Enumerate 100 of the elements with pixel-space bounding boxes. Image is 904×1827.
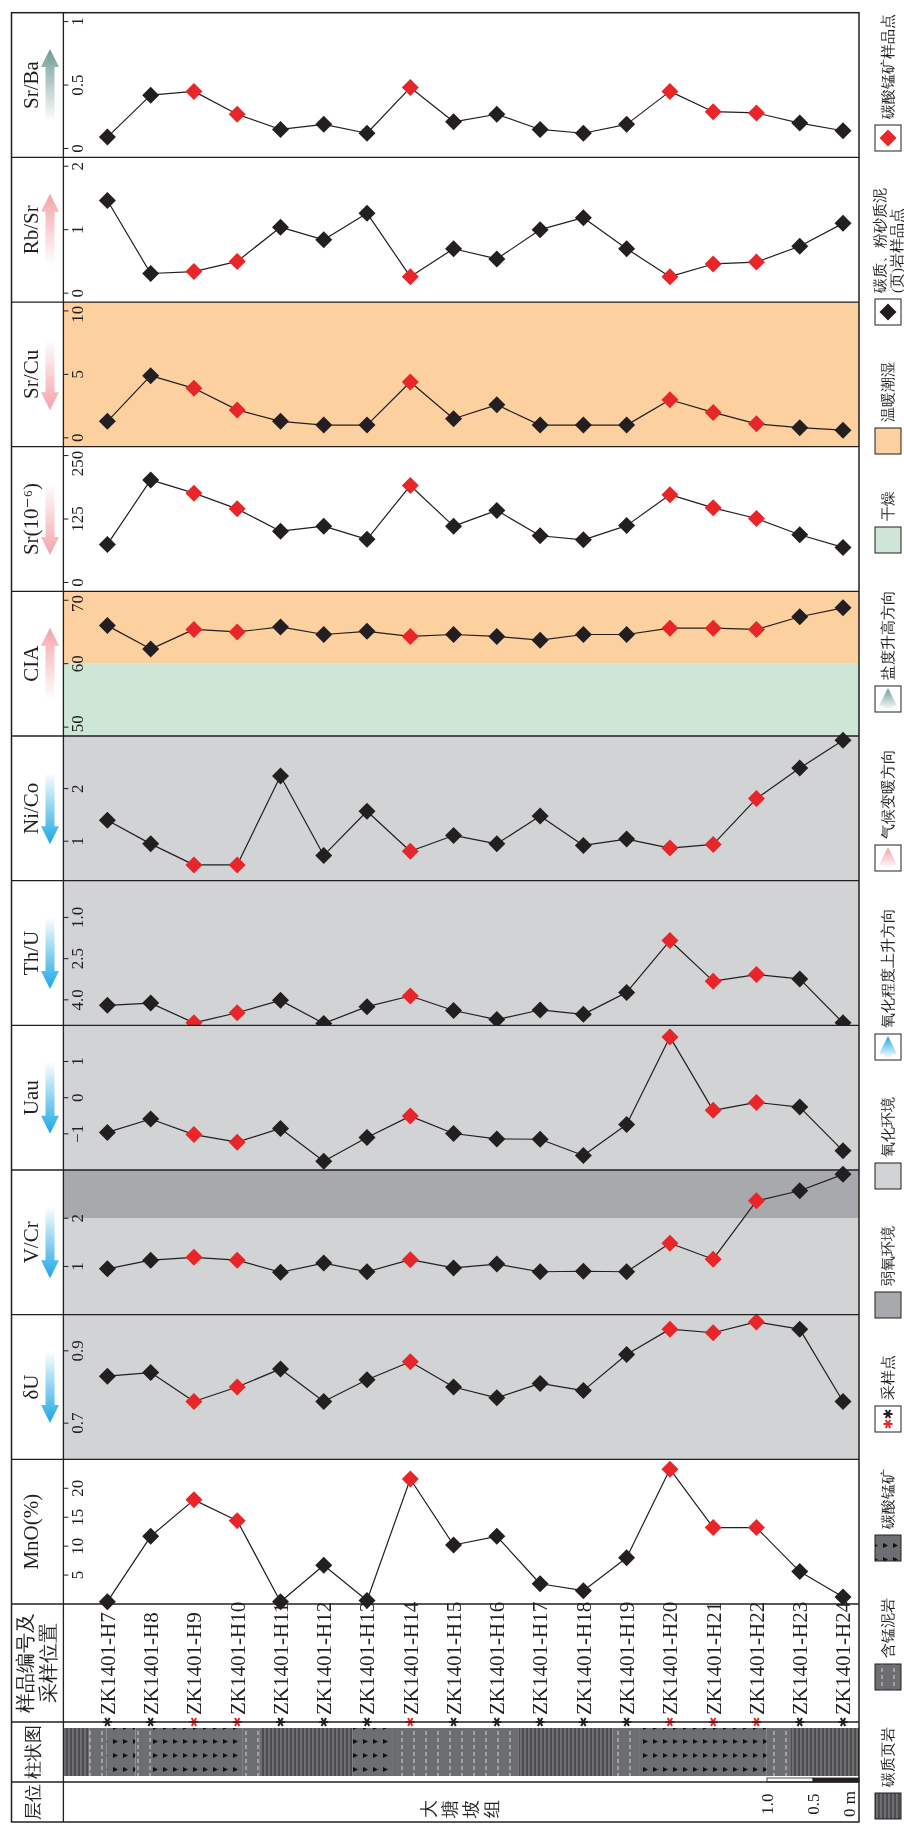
text: 1.0 [757,1793,777,1815]
point [834,1392,852,1410]
text: 碳酸锰矿样品点 [880,14,897,120]
y-tick-label: 125 [67,506,87,532]
point [142,1527,160,1545]
point [661,1028,679,1046]
x-tick-label: ZK1401-H9 [182,1612,207,1715]
point [704,255,722,273]
point [488,396,506,414]
text: 盐度升高方向 [880,590,897,680]
point [661,82,679,100]
text: 碳酸锰矿 [880,1469,897,1530]
point [142,994,160,1012]
point [445,826,463,844]
point [228,401,246,419]
point [747,1192,765,1210]
point [791,608,809,626]
point [747,1519,765,1537]
point [315,231,333,249]
y-tick-label: 5 [67,370,87,379]
point [661,1234,679,1252]
text: 样品编号及采样位置 [13,1613,59,1713]
point [401,987,419,1005]
point [574,836,592,854]
point [228,1512,246,1530]
point [185,1491,203,1509]
point [401,373,419,391]
point [531,1001,549,1019]
point [618,115,636,133]
x-tick-label: ZK1401-H16 [485,1601,510,1715]
point [747,620,765,638]
point [98,128,116,146]
point [358,622,376,640]
point [445,1002,463,1020]
point [574,1262,592,1280]
x-tick-label: ZK1401-H23 [788,1601,813,1715]
point [98,192,116,210]
point [661,1460,679,1478]
point [747,1313,765,1331]
text: 碳质页岩 [880,1727,897,1788]
y-tick-label: 2.5 [67,948,87,970]
x-tick-label: ZK1401-H10 [225,1601,250,1715]
point [185,263,203,281]
point [791,419,809,437]
point [834,122,852,140]
y-tick-label: 10 [67,1537,87,1555]
y-tick-label: 1 [67,1262,87,1271]
point [791,970,809,988]
x-tick-label: ZK1401-H11 [268,1602,293,1715]
y-tick-label: 250 [67,450,87,477]
point [315,416,333,434]
point [704,103,722,121]
y-axis-title: Th/U [19,930,44,976]
y-axis-title: V/Cr [19,1221,44,1264]
point [791,1098,809,1116]
point [791,1563,809,1581]
x-tick-label: ZK1401-H22 [744,1601,769,1715]
point [315,1254,333,1272]
point [488,1130,506,1148]
x-tick-label: ZK1401-H13 [355,1601,380,1715]
point [358,802,376,820]
point [142,86,160,104]
point [315,1556,333,1574]
point [271,1263,289,1281]
y-tick-label: 0 [67,433,87,443]
text: 气候变暖方向 [880,749,897,839]
point [531,631,549,649]
point [445,1259,463,1277]
point [661,1320,679,1338]
point [142,367,160,385]
point [661,839,679,857]
point [358,204,376,222]
point [445,1536,463,1554]
point [271,991,289,1009]
y-tick-label: 0 [67,578,87,587]
point [791,1182,809,1200]
point [531,1130,549,1148]
point [401,627,419,645]
y-axis-title: Uau [19,1079,44,1116]
text: 层位 [23,1784,44,1820]
point [531,807,549,825]
point [488,105,506,123]
x-tick-label: ZK1401-H15 [441,1601,466,1715]
point [704,835,722,853]
point [488,835,506,853]
y-tick-label: 0.7 [67,1412,87,1434]
point [445,113,463,131]
point [488,1527,506,1545]
point [98,1123,116,1141]
point [531,416,549,434]
point [747,790,765,808]
text: 氧化程度上升方向 [880,908,897,1028]
y-tick-label: 60 [67,655,87,673]
point [791,114,809,132]
point [574,209,592,227]
point [228,623,246,641]
point [704,619,722,637]
y-axis-title: Sr/Cu [19,349,44,399]
y-axis-title: Sr/Ba [19,60,44,109]
y-tick-label: 2 [67,784,87,793]
